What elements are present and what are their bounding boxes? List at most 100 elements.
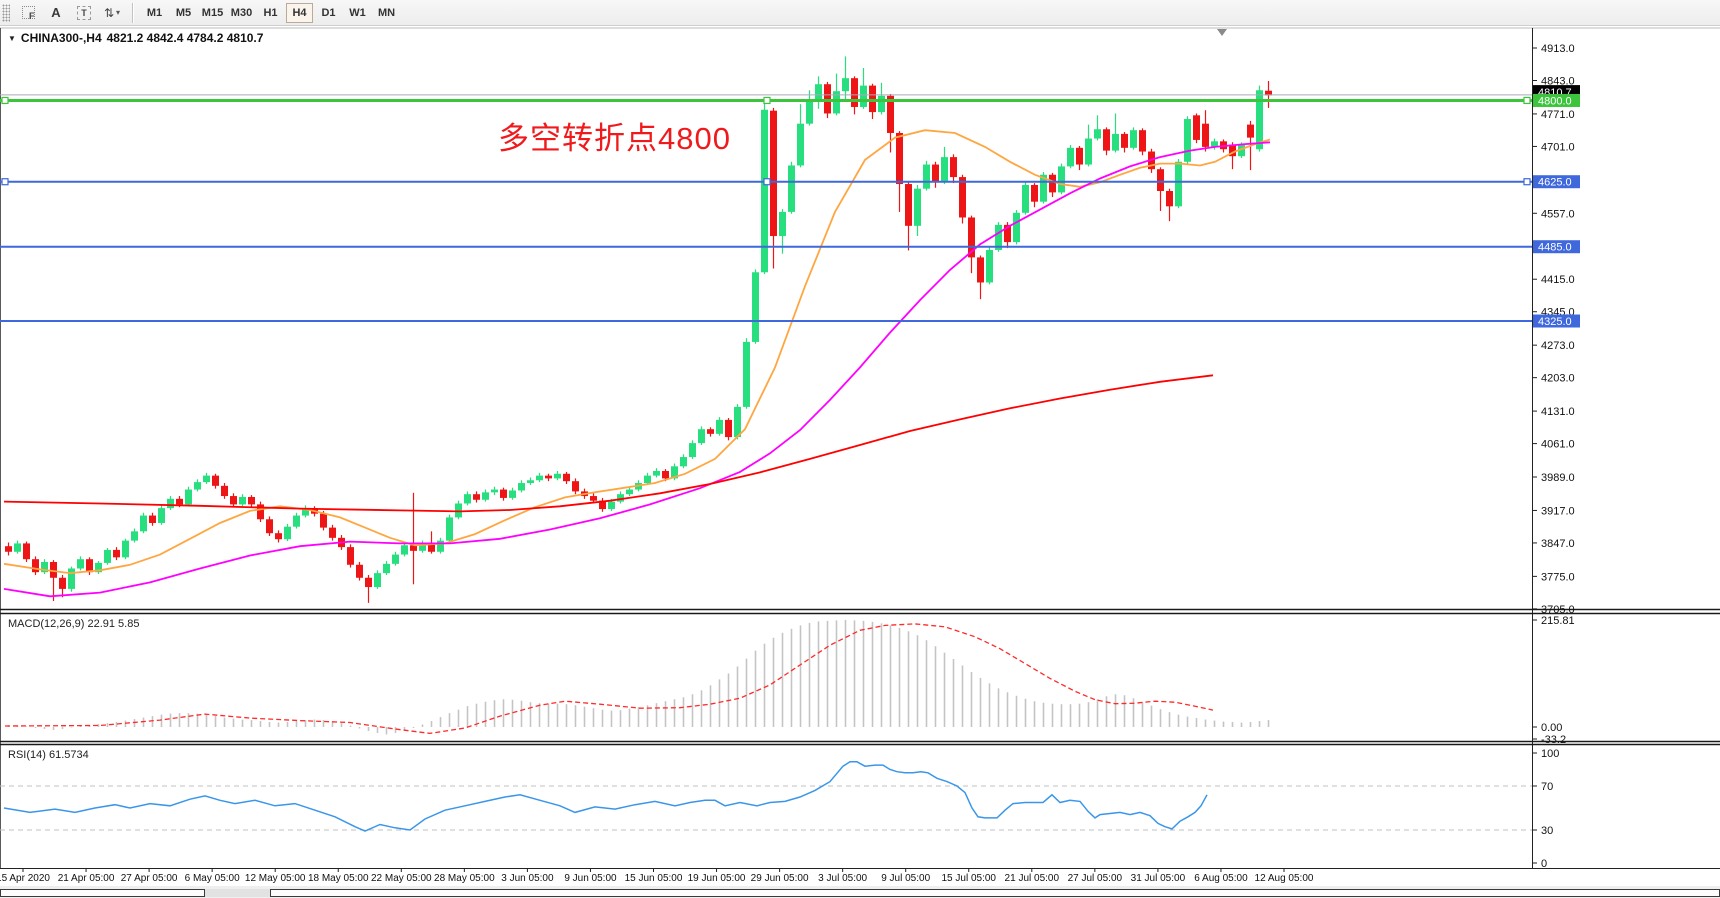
candle-body xyxy=(1112,133,1119,151)
macd-indicator-label: MACD(12,26,9) 22.91 5.85 xyxy=(8,618,140,630)
candle-body xyxy=(1058,166,1065,193)
text-tool-button[interactable]: A xyxy=(44,3,68,23)
chart-dropdown-icon[interactable]: ▼ xyxy=(8,33,16,43)
candle-body xyxy=(617,494,624,502)
line-handle[interactable] xyxy=(1523,178,1531,186)
candle-body xyxy=(932,164,939,182)
candle-body xyxy=(95,562,102,573)
price-tick-label: 3775.0 xyxy=(1541,571,1575,583)
candle-body xyxy=(707,429,714,434)
chart-shift-marker-icon[interactable] xyxy=(1217,29,1227,36)
hline-price-label-bg xyxy=(1533,175,1580,189)
price-tick-label: 4701.0 xyxy=(1541,141,1575,153)
timeframe-button-h1[interactable]: H1 xyxy=(263,6,278,19)
candle-body xyxy=(176,498,183,505)
price-axis: 4913.04843.04771.04701.04557.04415.04345… xyxy=(1532,43,1580,616)
candle-body xyxy=(149,515,156,523)
candle-body xyxy=(833,91,840,114)
candle-body xyxy=(527,480,534,484)
ma-mid-magenta xyxy=(3,141,1271,598)
candle-body xyxy=(383,563,390,574)
candle-body xyxy=(194,482,201,490)
time-tick-label: 29 Jun 05:00 xyxy=(751,873,809,884)
text-label-tool-button[interactable]: T xyxy=(72,3,96,23)
candle-body xyxy=(1076,147,1083,165)
time-tick-label: 12 Aug 05:00 xyxy=(1255,873,1314,884)
chart-f-tool-button[interactable]: F xyxy=(16,3,40,23)
line-handle[interactable] xyxy=(763,178,771,186)
macd-signal-line xyxy=(4,623,1214,735)
candle-body xyxy=(122,540,129,558)
time-tick-label: 12 May 05:00 xyxy=(245,873,306,884)
arrows-tool-button[interactable]: ⇅ ▾ xyxy=(100,3,124,23)
candle-body xyxy=(239,496,246,505)
line-handle[interactable] xyxy=(1,178,9,186)
candle-body xyxy=(599,500,606,510)
scrollbar-segment-left[interactable] xyxy=(0,889,205,897)
candle-body xyxy=(824,84,831,114)
candle-body xyxy=(779,211,786,237)
chart-ohlc-values: 4821.2 4842.4 4784.2 4810.7 xyxy=(106,31,264,45)
candle-body xyxy=(752,272,759,342)
price-tick-label: 4273.0 xyxy=(1541,340,1575,352)
macd-plot[interactable] xyxy=(0,614,1532,741)
line-handle[interactable] xyxy=(763,96,771,105)
timeframe-button-w1[interactable]: W1 xyxy=(349,6,366,19)
candle-body xyxy=(770,110,777,237)
candle-body xyxy=(977,257,984,283)
time-axis: 15 Apr 2020 21 Apr 05:00 27 Apr 05:00 6 May… xyxy=(0,868,1314,884)
candle-body xyxy=(842,78,849,92)
candle-body xyxy=(284,526,291,540)
timeframe-button-group: M1 M5 M15 M30 H1 H4 D1 W1 MN xyxy=(140,2,401,23)
candle-body xyxy=(113,549,120,558)
timeframe-button-m1[interactable]: M1 xyxy=(146,6,163,19)
candle-body xyxy=(788,165,795,212)
time-tick-label: 9 Jul 05:00 xyxy=(881,873,930,884)
candle-body xyxy=(563,473,570,482)
candle-body xyxy=(1184,119,1191,162)
timeframe-button-m15[interactable]: M15 xyxy=(201,6,224,19)
timeframe-button-h4[interactable]: H4 xyxy=(286,2,313,23)
candle-body xyxy=(1157,169,1164,192)
timeframe-button-d1[interactable]: D1 xyxy=(321,6,336,19)
rsi-indicator-label: RSI(14) 61.5734 xyxy=(8,749,89,761)
candle-body xyxy=(1022,184,1029,213)
rsi-tick-label: 70 xyxy=(1541,781,1553,793)
candle-body xyxy=(455,503,462,518)
price-tick-label: 4913.0 xyxy=(1541,43,1575,55)
scrollbar-thumb[interactable] xyxy=(205,889,270,897)
candle-body xyxy=(257,504,264,520)
candle-body xyxy=(464,494,471,504)
price-annotation-text[interactable]: 多空转折点4800 xyxy=(498,121,731,156)
candle-body xyxy=(1121,133,1128,148)
rsi-plot[interactable] xyxy=(0,745,1532,867)
text-a-icon: A xyxy=(51,5,61,20)
chevron-down-icon: ▾ xyxy=(116,8,121,17)
candle-body xyxy=(221,485,228,497)
time-tick-label: 15 Jul 05:00 xyxy=(942,873,997,884)
candle-body xyxy=(689,443,696,458)
candle-body xyxy=(401,545,408,555)
timeframe-button-m5[interactable]: M5 xyxy=(175,6,192,19)
rsi-tick-label: 100 xyxy=(1541,748,1559,760)
candle-body xyxy=(356,564,363,578)
price-tick-label: 3917.0 xyxy=(1541,505,1575,517)
candle-body xyxy=(1031,184,1038,202)
timeframe-button-m30[interactable]: M30 xyxy=(230,6,253,19)
candle-body xyxy=(1040,174,1047,202)
candle-body xyxy=(725,419,732,438)
line-handle[interactable] xyxy=(1,96,9,105)
candle-body xyxy=(1193,115,1200,140)
toolbar-drag-handle[interactable] xyxy=(2,3,10,22)
candle-body xyxy=(950,157,957,178)
candle-body xyxy=(509,490,516,498)
candle-body xyxy=(1265,90,1272,96)
line-handle[interactable] xyxy=(1523,96,1531,105)
hline-price-label-bg xyxy=(1533,240,1580,254)
hline-price-label: 4325.0 xyxy=(1538,316,1572,328)
hline-price-label: 4485.0 xyxy=(1538,242,1572,254)
candle-body xyxy=(545,475,552,479)
timeframe-button-mn[interactable]: MN xyxy=(377,6,396,19)
time-tick-label: 15 Apr 2020 xyxy=(0,873,50,884)
